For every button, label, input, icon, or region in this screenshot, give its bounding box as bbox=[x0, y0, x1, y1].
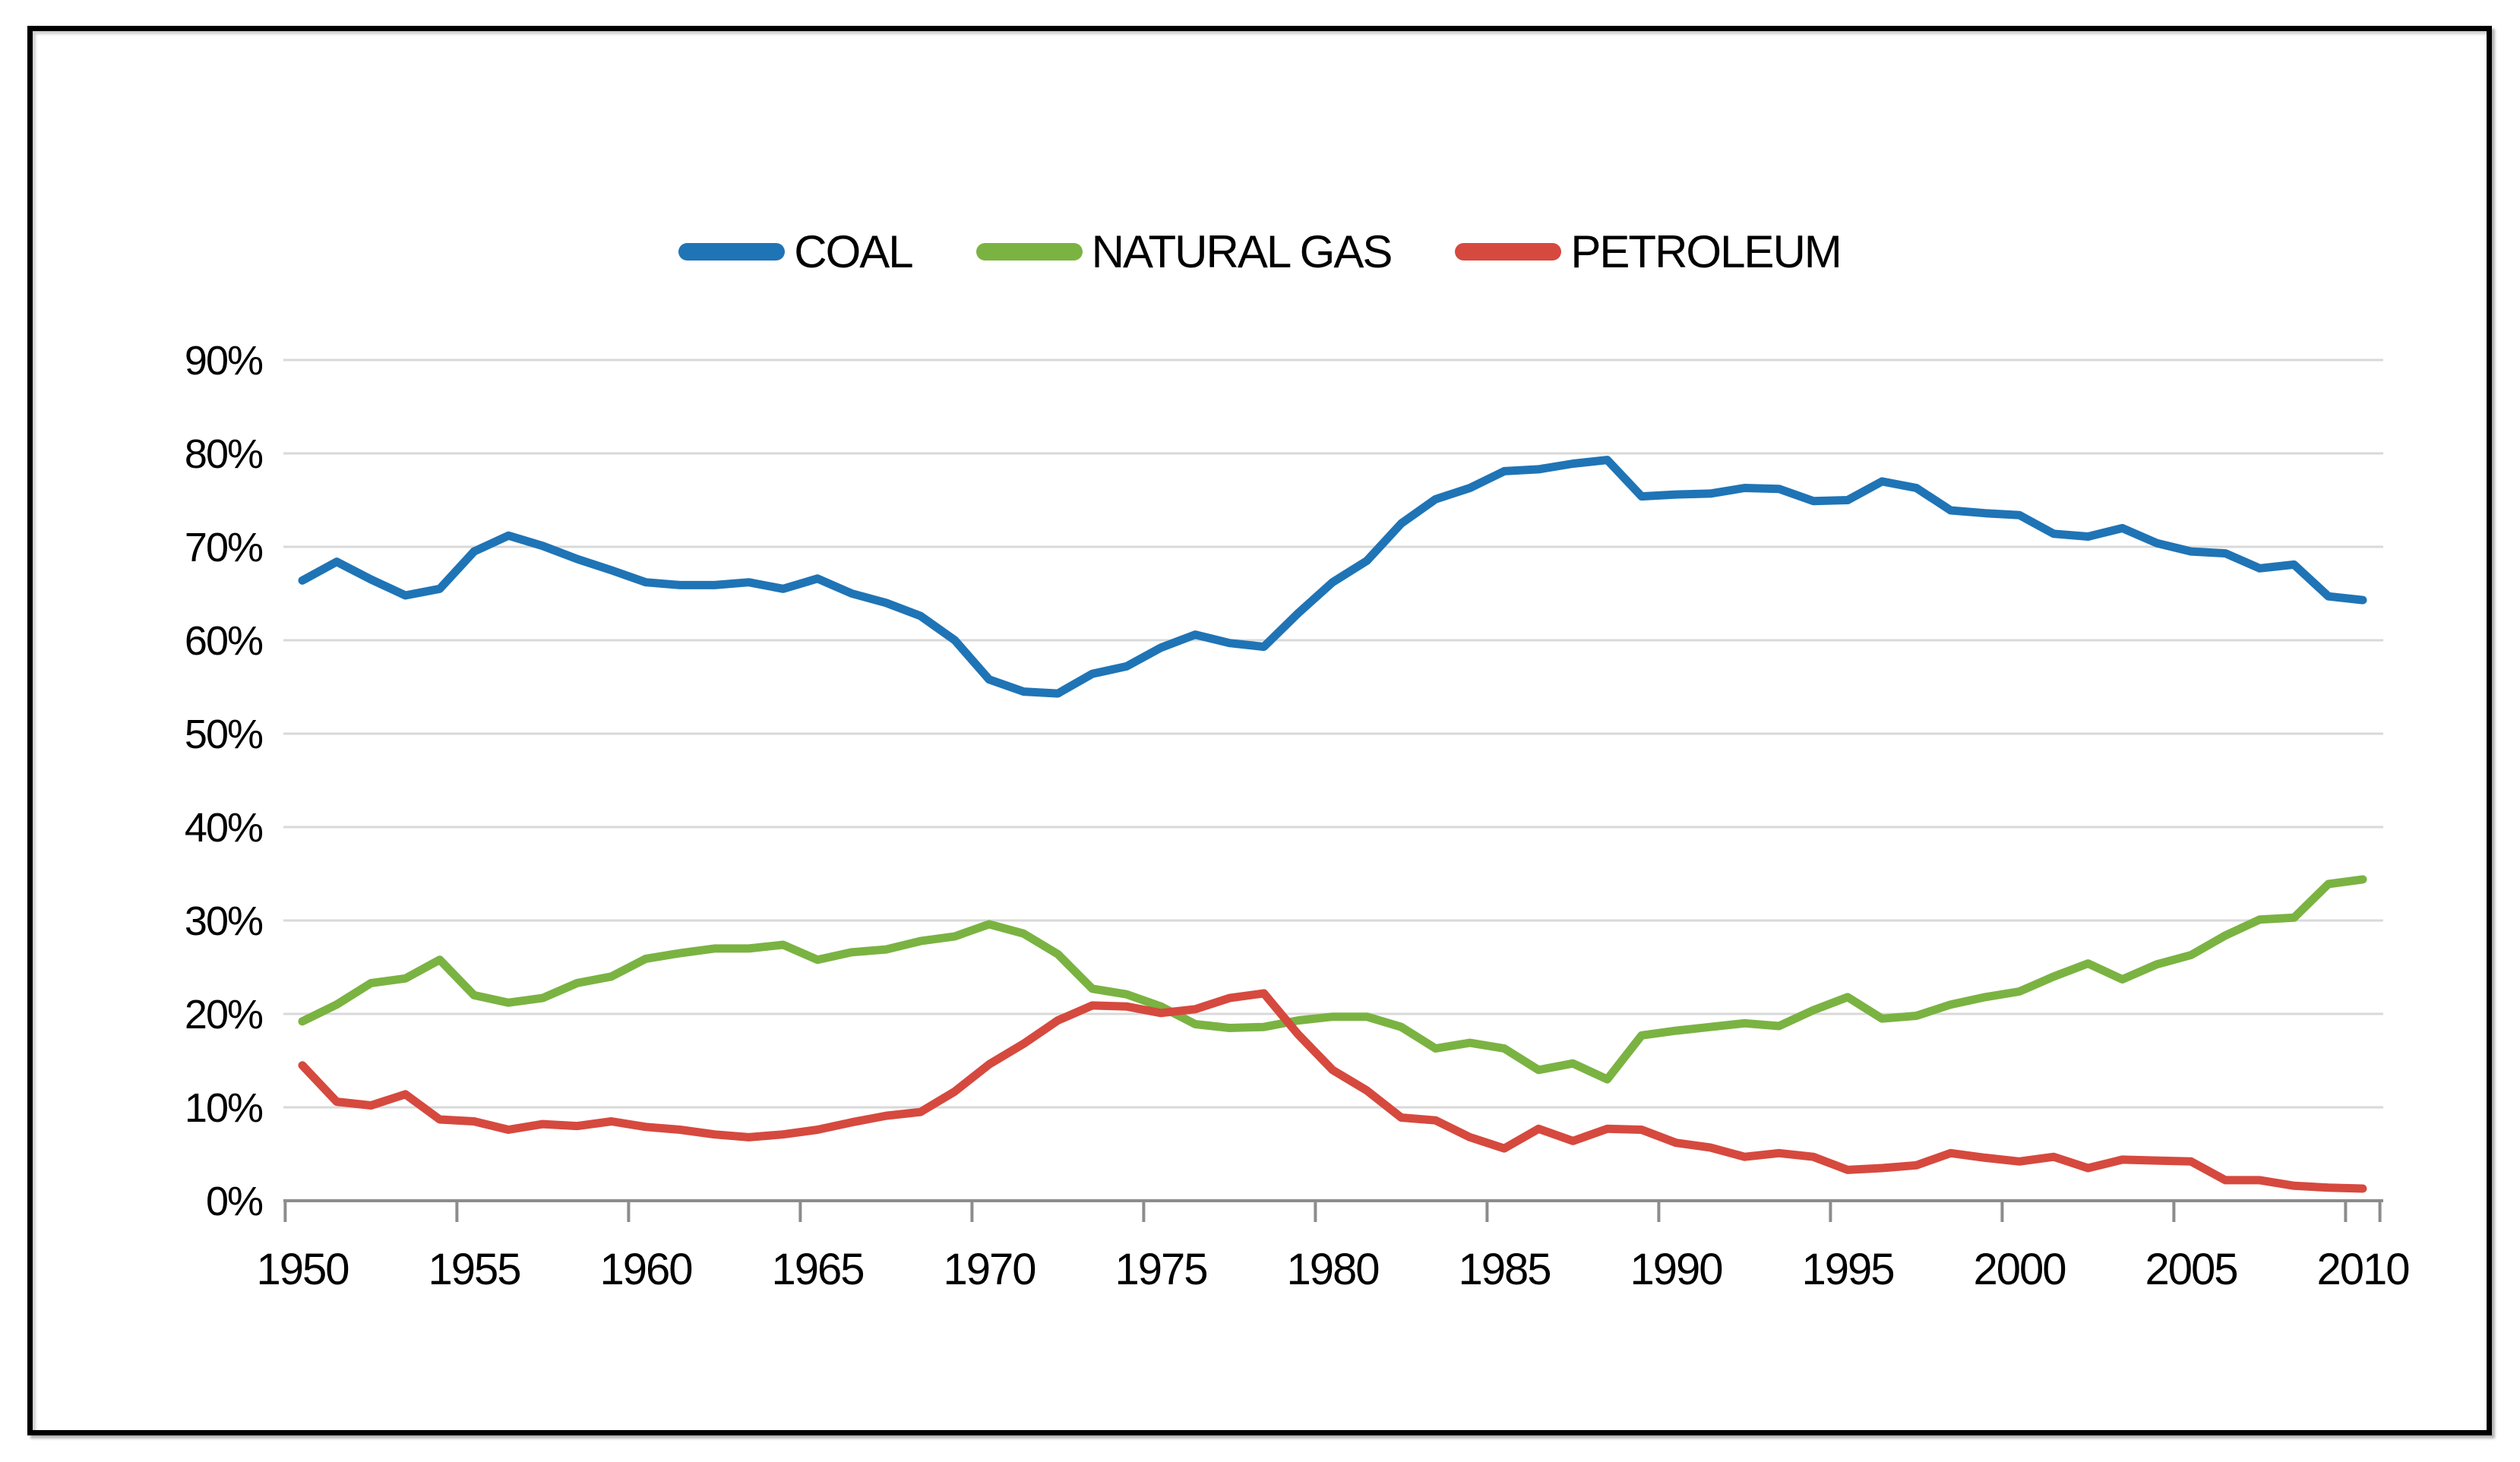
legend-item-petroleum: PETROLEUM bbox=[1455, 226, 1842, 278]
plot-area: 0% 10% 20% 30% 40% 50% 60% 70% 80% 90% 1950 1955 196… bbox=[185, 338, 2411, 1294]
x-tick-label: 1965 bbox=[771, 1245, 863, 1294]
legend-item-coal: COAL bbox=[678, 226, 914, 278]
x-tick-label: 1980 bbox=[1286, 1245, 1378, 1294]
petroleum-swatch-icon bbox=[1455, 243, 1562, 261]
legend-item-natural-gas: NATURAL GAS bbox=[975, 226, 1393, 278]
x-tick-label: 1990 bbox=[1630, 1245, 1722, 1294]
legend-label-petroleum: PETROLEUM bbox=[1570, 226, 1842, 277]
y-tick-label: 80% bbox=[185, 431, 263, 477]
y-tick-label: 20% bbox=[185, 992, 263, 1037]
series-coal-line bbox=[298, 456, 2367, 698]
y-tick-label: 40% bbox=[185, 805, 263, 851]
x-axis bbox=[283, 1199, 2383, 1222]
y-axis-labels: 0% 10% 20% 30% 40% 50% 60% 70% 80% 90% bbox=[185, 338, 264, 1224]
y-tick-label: 70% bbox=[185, 525, 263, 570]
x-tick-label: 1955 bbox=[428, 1245, 520, 1294]
x-tick-label: 1995 bbox=[1801, 1245, 1893, 1294]
x-tick-label: 1985 bbox=[1458, 1245, 1550, 1294]
x-tick-label: 1970 bbox=[943, 1245, 1035, 1294]
x-axis-labels: 1950 1955 1960 1965 1970 1975 1980 1985 1990 1995… bbox=[256, 1245, 2410, 1294]
coal-swatch-icon bbox=[678, 243, 786, 261]
y-tick-label: 30% bbox=[185, 898, 263, 944]
series-petroleum-line bbox=[298, 989, 2367, 1193]
x-tick-label: 1960 bbox=[599, 1245, 691, 1294]
x-tick-label: 1950 bbox=[256, 1245, 348, 1294]
y-tick-label: 10% bbox=[185, 1085, 263, 1131]
x-tick-label: 2005 bbox=[2145, 1245, 2237, 1294]
y-tick-label: 60% bbox=[185, 618, 263, 664]
x-tick-label: 1975 bbox=[1115, 1245, 1206, 1294]
y-tick-label: 90% bbox=[185, 338, 263, 384]
x-tick-label: 2010 bbox=[2316, 1245, 2408, 1294]
chart-frame: COAL NATURAL GAS PETROLEUM 0% 10% 20% 30% 40… bbox=[27, 26, 2492, 1435]
gridlines bbox=[283, 358, 2383, 1109]
x-tick-label: 2000 bbox=[1973, 1245, 2065, 1294]
legend-label-coal: COAL bbox=[794, 226, 913, 277]
y-tick-label: 50% bbox=[185, 712, 263, 757]
legend: COAL NATURAL GAS PETROLEUM bbox=[33, 226, 2487, 278]
series-natural-gas-line bbox=[298, 875, 2367, 1084]
y-tick-label: 0% bbox=[206, 1179, 263, 1224]
legend-label-natural-gas: NATURAL GAS bbox=[1091, 226, 1393, 277]
natural-gas-swatch-icon bbox=[975, 243, 1083, 261]
